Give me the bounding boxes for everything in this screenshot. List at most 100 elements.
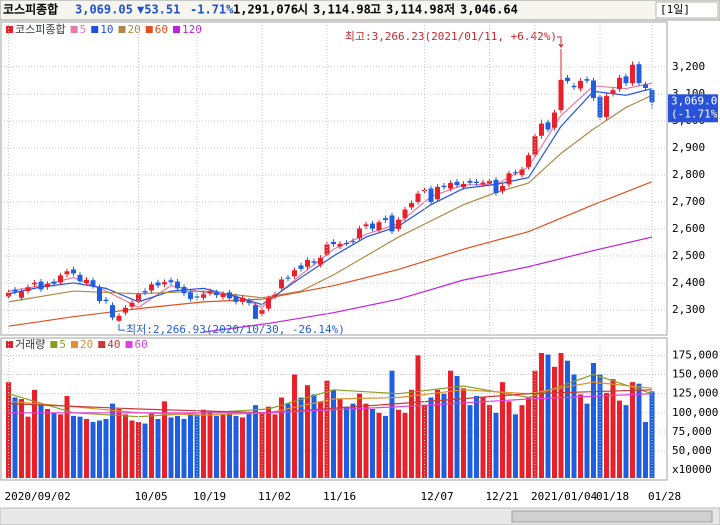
candle-body: [103, 299, 109, 302]
volume-bar: [116, 409, 122, 478]
volume-bar: [578, 394, 583, 478]
volume-bar: [337, 399, 343, 478]
volume-bar: [51, 412, 57, 478]
candle-body: [402, 209, 408, 219]
quote-name: 코스피종합: [3, 2, 58, 17]
candle-body: [376, 222, 382, 231]
candle-body: [500, 186, 505, 192]
volume-bar: [129, 420, 135, 478]
volume-bar: [6, 382, 11, 478]
price-box: [668, 94, 718, 123]
y-tick-label: 150,000: [672, 368, 718, 381]
volume-bar: [103, 418, 109, 478]
volume-bar: [461, 388, 466, 478]
volume-bar: [84, 418, 89, 478]
period-box[interactable]: [655, 1, 719, 19]
volume-bar: [454, 376, 460, 478]
period-button[interactable]: [1일]: [660, 2, 690, 16]
volume-bar: [331, 389, 336, 478]
candle-body: [272, 294, 278, 297]
volume-bar: [565, 360, 570, 478]
candle-body: [480, 182, 486, 185]
volume-bar: [571, 374, 577, 478]
price-box-label: 3,069.05: [671, 94, 720, 107]
volume-bar: [181, 418, 187, 478]
volume-bar: [97, 420, 102, 478]
volume-bar: [363, 403, 369, 478]
candle-body: [259, 309, 265, 315]
candle-body: [545, 122, 551, 130]
candle-body: [565, 77, 570, 81]
candle-body: [246, 300, 252, 303]
volume-bar: [506, 401, 512, 478]
quote-low: 3,046.64: [460, 3, 518, 17]
x-tick-label: 01/18: [596, 490, 629, 503]
candle-body: [149, 284, 154, 291]
volume-bar: [643, 422, 648, 478]
volume-bar: [19, 399, 24, 478]
volume-bar: [480, 397, 486, 478]
candle-body: [435, 186, 440, 200]
legend-swatch: [6, 341, 13, 348]
moving-average-line: [8, 181, 653, 327]
y-tick-label: 2,400: [672, 276, 705, 289]
candle-body: [207, 291, 213, 294]
candle-body: [370, 223, 375, 229]
candle-body: [45, 284, 50, 288]
volume-bar: [539, 353, 544, 478]
y-tick-label: 2,800: [672, 168, 705, 181]
candle-body: [597, 96, 603, 118]
candle-body: [253, 305, 258, 319]
volume-bar: [233, 415, 239, 478]
moving-average-line: [203, 236, 653, 333]
legend-swatch: [172, 26, 180, 33]
volume-bar: [500, 382, 505, 478]
candle-body: [571, 85, 577, 88]
volume-bar: [201, 409, 206, 478]
volume-bar: [246, 412, 252, 478]
candle-body: [116, 315, 122, 321]
price-box-label: (-1.71%): [671, 107, 720, 120]
legend-label: 거래량: [15, 338, 45, 351]
volume-bar: [493, 412, 499, 478]
volume-bar: [71, 415, 76, 478]
candle-body: [526, 155, 531, 167]
quote-open-label: 시: [297, 3, 308, 17]
volume-bar: [370, 409, 375, 478]
volume-bar: [259, 412, 265, 478]
volume-bar: [591, 363, 596, 478]
volume-bar: [597, 374, 603, 478]
candle-body: [214, 292, 219, 296]
candle-body: [487, 180, 492, 184]
candle-body: [448, 183, 453, 189]
volume-bar: [396, 409, 401, 478]
scroll-thumb: [511, 510, 713, 523]
moving-average-line: [8, 389, 653, 414]
candle-body: [337, 243, 343, 247]
legend-swatch: [125, 341, 133, 348]
volume-bar: [279, 397, 284, 478]
volume-bar: [38, 405, 44, 478]
volume-bar: [474, 395, 479, 478]
candle-body: [188, 292, 193, 299]
volume-bar: [220, 414, 226, 478]
quote-low-label: 저: [444, 2, 455, 17]
candle-body: [409, 203, 414, 208]
candle-body: [266, 298, 271, 309]
candle-body: [357, 228, 362, 239]
candle-body: [441, 185, 447, 188]
volume-bar: [318, 401, 323, 478]
volume-bar: [12, 397, 18, 478]
quote-open: 3,114.98: [313, 3, 371, 17]
candle-body: [344, 242, 349, 244]
y-tick-label: 2,900: [672, 141, 705, 154]
volume-bar: [240, 417, 245, 478]
volume-bar: [467, 405, 473, 478]
volume-bar: [64, 395, 70, 478]
volume-bar: [383, 415, 388, 478]
legend-swatch: [70, 26, 78, 33]
volume-bar: [90, 422, 96, 478]
candle-body: [311, 261, 317, 263]
volume-bar: [409, 389, 414, 478]
